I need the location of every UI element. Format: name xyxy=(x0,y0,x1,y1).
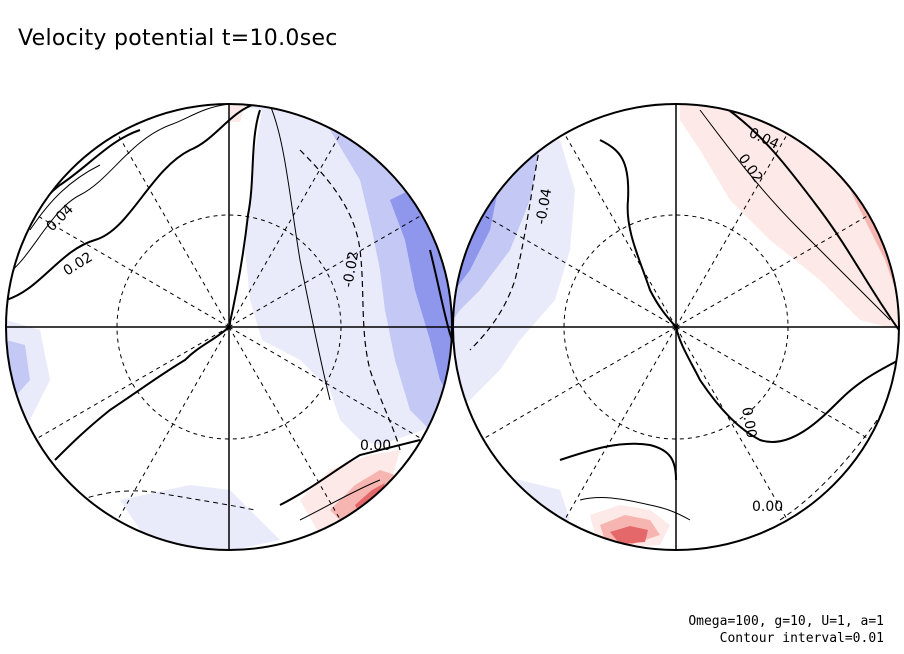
negative-shading xyxy=(120,485,280,550)
negative-shading xyxy=(480,470,570,530)
graticule-left xyxy=(6,104,452,550)
contour-interval-note: Contour interval=0.01 xyxy=(719,631,884,646)
positive-shading xyxy=(680,104,899,330)
hemisphere-outline-right xyxy=(452,103,900,551)
positive-shading xyxy=(610,526,648,544)
contour-label: -0.02 xyxy=(340,250,362,288)
contour-label: 0.02 xyxy=(61,249,96,279)
hemisphere-left: 0.04 0.02 -0.02 0.00 xyxy=(5,103,453,551)
contour-label: 0.00 xyxy=(752,499,783,515)
contour-label: 0.00 xyxy=(738,406,759,439)
graticule-right xyxy=(453,104,899,550)
parameters-note: Omega=100, g=10, U=1, a=1 xyxy=(688,614,884,629)
positive-shading xyxy=(330,470,395,525)
contour-label: 0.04 xyxy=(44,201,77,234)
hemisphere-right: -0.04 0.04 0.02 0.00 0.00 xyxy=(452,103,900,551)
contour-label: -0.04 xyxy=(533,187,555,226)
figure-title: Velocity potential t=10.0sec xyxy=(18,26,338,51)
contour-label: 0.00 xyxy=(360,438,391,454)
